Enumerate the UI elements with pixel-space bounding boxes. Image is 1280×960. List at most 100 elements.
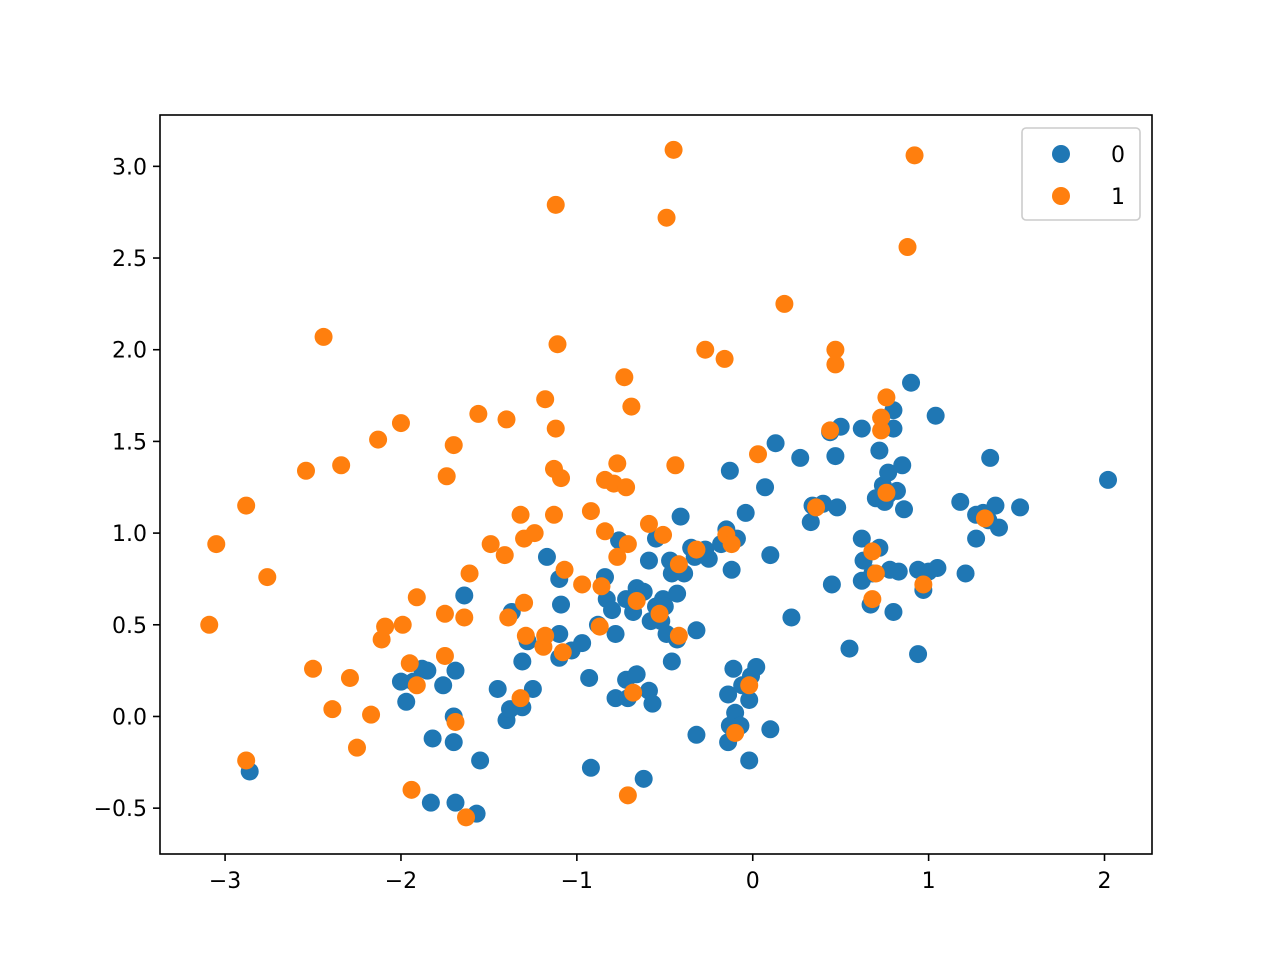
series-1-point	[497, 410, 516, 429]
legend: 01	[1021, 127, 1141, 221]
series-1-point	[573, 575, 592, 594]
series-0-point	[671, 507, 690, 526]
series-1-point	[696, 340, 715, 359]
series-0-point	[926, 406, 945, 425]
series-1-point	[669, 555, 688, 574]
series-0-point	[1011, 498, 1030, 517]
series-0-point	[740, 690, 759, 709]
series-0-point	[471, 751, 490, 770]
series-1-point	[340, 668, 359, 687]
series-1-point	[536, 626, 555, 645]
series-0-point	[736, 503, 755, 522]
series-0-point	[884, 602, 903, 621]
y-tick-label: 2.5	[112, 247, 147, 272]
series-1-point	[866, 564, 885, 583]
x-tick-label: 0	[746, 869, 760, 894]
y-tick-label: −0.5	[94, 797, 147, 822]
series-1-point	[654, 525, 673, 544]
series-1-point	[553, 643, 572, 662]
series-0-point	[724, 659, 743, 678]
series-0-point	[791, 448, 810, 467]
series-1-point	[622, 397, 641, 416]
series-1-point	[639, 514, 658, 533]
series-0-point	[981, 448, 1000, 467]
series-0-point	[423, 729, 442, 748]
x-tick-label: −3	[209, 869, 241, 894]
series-0-point	[826, 447, 845, 466]
series-1-point	[347, 738, 366, 757]
series-1-point	[457, 808, 476, 827]
series-0-point	[951, 492, 970, 511]
series-0-point	[889, 562, 908, 581]
series-0-point	[446, 793, 465, 812]
series-1-point	[872, 408, 891, 427]
series-0-point	[606, 624, 625, 643]
series-1-point	[400, 654, 419, 673]
series-1-point	[546, 195, 565, 214]
series-1-point	[525, 524, 544, 543]
series-1-point	[905, 146, 924, 165]
series-0-point	[391, 672, 410, 691]
series-1-point	[332, 456, 351, 475]
series-1-point	[608, 454, 627, 473]
series-0-point	[1099, 470, 1118, 489]
series-0-point	[550, 624, 569, 643]
series-0-point	[879, 463, 898, 482]
series-0-point	[756, 478, 775, 497]
series-1-points	[200, 140, 994, 827]
x-tick-label: −2	[385, 869, 417, 894]
series-0-point	[902, 373, 921, 392]
series-1-point	[615, 368, 634, 387]
series-1-point	[726, 723, 745, 742]
series-1-point	[595, 522, 614, 541]
series-0-point	[909, 645, 928, 664]
series-0-point	[603, 601, 622, 620]
series-0-point	[761, 546, 780, 565]
series-0-point	[719, 685, 738, 704]
series-0-point	[740, 751, 759, 770]
series-0-point	[928, 558, 947, 577]
series-0-point	[639, 551, 658, 570]
series-0-point	[852, 529, 871, 548]
series-1-point	[437, 467, 456, 486]
series-0-point	[828, 498, 847, 517]
series-1-point	[393, 615, 412, 634]
legend-marker-1	[1052, 187, 1070, 205]
series-1-point	[435, 646, 454, 665]
series-0-point	[722, 560, 741, 579]
series-0-point	[852, 419, 871, 438]
series-1-point	[455, 608, 474, 627]
series-1-point	[407, 676, 426, 695]
series-0-point	[627, 665, 646, 684]
series-1-point	[552, 469, 571, 488]
series-1-point	[863, 590, 882, 609]
series-1-point	[258, 568, 277, 587]
series-0-point	[523, 679, 542, 698]
series-1-point	[511, 689, 530, 708]
series-0-point	[434, 676, 453, 695]
series-0-point	[761, 720, 780, 739]
series-0-point	[488, 679, 507, 698]
series-1-point	[548, 335, 567, 354]
series-0-point	[699, 549, 718, 568]
series-1-point	[617, 478, 636, 497]
series-1-point	[590, 617, 609, 636]
series-1-point	[435, 604, 454, 623]
series-1-point	[608, 547, 627, 566]
series-1-point	[460, 564, 479, 583]
series-1-point	[369, 430, 388, 449]
series-0-point	[801, 513, 820, 532]
series-1-point	[914, 575, 933, 594]
series-0-point	[634, 769, 653, 788]
series-1-point	[826, 355, 845, 374]
series-1-point	[362, 705, 381, 724]
series-1-point	[555, 560, 574, 579]
series-0-point	[870, 441, 889, 460]
tick-marks: −3 −2 −1 0 1 2 −0.5 0.0 0.5 1.0 1.5 2.0 2.5 3.0	[94, 155, 1112, 894]
series-1-point	[444, 436, 463, 455]
x-tick-label: −1	[561, 869, 593, 894]
series-0-point	[643, 694, 662, 713]
series-0-point	[687, 725, 706, 744]
series-0-point	[581, 758, 600, 777]
